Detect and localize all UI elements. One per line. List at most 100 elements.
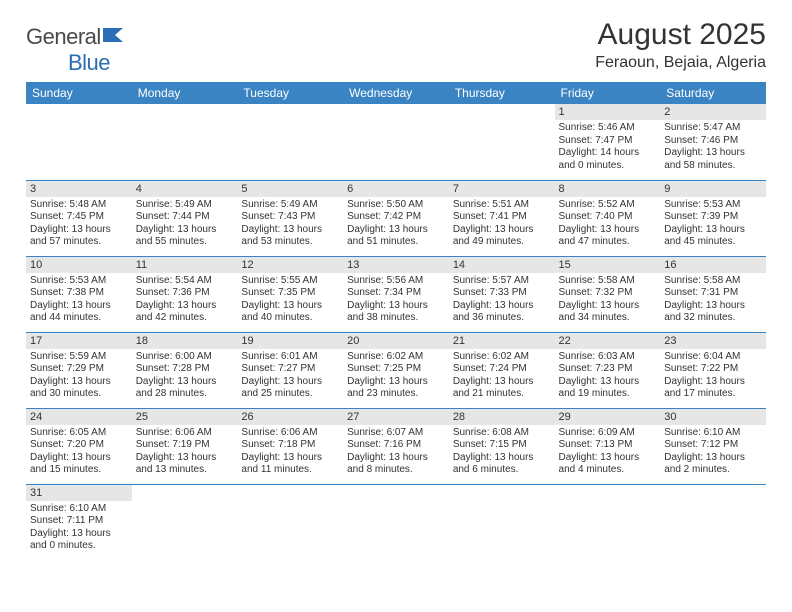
calendar-cell: 17Sunrise: 5:59 AMSunset: 7:29 PMDayligh…	[26, 332, 132, 408]
weekday-header: Tuesday	[237, 82, 343, 104]
day-number: 11	[132, 257, 238, 273]
day-details: Sunrise: 5:52 AMSunset: 7:40 PMDaylight:…	[555, 197, 661, 251]
day-number: 12	[237, 257, 343, 273]
calendar-cell: 12Sunrise: 5:55 AMSunset: 7:35 PMDayligh…	[237, 256, 343, 332]
day-details: Sunrise: 5:55 AMSunset: 7:35 PMDaylight:…	[237, 273, 343, 327]
day-details: Sunrise: 6:08 AMSunset: 7:15 PMDaylight:…	[449, 425, 555, 479]
weekday-header: Friday	[555, 82, 661, 104]
calendar-body: 1Sunrise: 5:46 AMSunset: 7:47 PMDaylight…	[26, 104, 766, 560]
calendar-cell: 3Sunrise: 5:48 AMSunset: 7:45 PMDaylight…	[26, 180, 132, 256]
day-number: 10	[26, 257, 132, 273]
day-number: 1	[555, 104, 661, 120]
calendar-week: 3Sunrise: 5:48 AMSunset: 7:45 PMDaylight…	[26, 180, 766, 256]
day-details: Sunrise: 5:59 AMSunset: 7:29 PMDaylight:…	[26, 349, 132, 403]
day-details: Sunrise: 6:03 AMSunset: 7:23 PMDaylight:…	[555, 349, 661, 403]
day-details: Sunrise: 6:09 AMSunset: 7:13 PMDaylight:…	[555, 425, 661, 479]
calendar-head: SundayMondayTuesdayWednesdayThursdayFrid…	[26, 82, 766, 104]
day-number: 17	[26, 333, 132, 349]
day-details: Sunrise: 5:47 AMSunset: 7:46 PMDaylight:…	[660, 120, 766, 174]
day-details: Sunrise: 6:05 AMSunset: 7:20 PMDaylight:…	[26, 425, 132, 479]
weekday-header: Thursday	[449, 82, 555, 104]
day-details: Sunrise: 6:02 AMSunset: 7:25 PMDaylight:…	[343, 349, 449, 403]
calendar-page: General Blue August 2025 Feraoun, Bejaia…	[0, 0, 792, 570]
day-details: Sunrise: 6:07 AMSunset: 7:16 PMDaylight:…	[343, 425, 449, 479]
day-details: Sunrise: 5:57 AMSunset: 7:33 PMDaylight:…	[449, 273, 555, 327]
calendar-cell: 21Sunrise: 6:02 AMSunset: 7:24 PMDayligh…	[449, 332, 555, 408]
day-number: 18	[132, 333, 238, 349]
day-details: Sunrise: 5:46 AMSunset: 7:47 PMDaylight:…	[555, 120, 661, 174]
title-block: August 2025 Feraoun, Bejaia, Algeria	[595, 18, 766, 72]
day-number: 7	[449, 181, 555, 197]
calendar-cell: 5Sunrise: 5:49 AMSunset: 7:43 PMDaylight…	[237, 180, 343, 256]
calendar-cell	[449, 484, 555, 560]
calendar-cell: 28Sunrise: 6:08 AMSunset: 7:15 PMDayligh…	[449, 408, 555, 484]
day-number: 2	[660, 104, 766, 120]
day-number: 16	[660, 257, 766, 273]
day-details: Sunrise: 6:10 AMSunset: 7:12 PMDaylight:…	[660, 425, 766, 479]
location: Feraoun, Bejaia, Algeria	[595, 54, 766, 72]
day-details: Sunrise: 5:51 AMSunset: 7:41 PMDaylight:…	[449, 197, 555, 251]
calendar-cell	[26, 104, 132, 180]
calendar-cell: 6Sunrise: 5:50 AMSunset: 7:42 PMDaylight…	[343, 180, 449, 256]
weekday-header: Monday	[132, 82, 238, 104]
day-details: Sunrise: 5:49 AMSunset: 7:43 PMDaylight:…	[237, 197, 343, 251]
weekday-header: Wednesday	[343, 82, 449, 104]
day-number: 29	[555, 409, 661, 425]
day-details: Sunrise: 5:54 AMSunset: 7:36 PMDaylight:…	[132, 273, 238, 327]
day-details: Sunrise: 6:04 AMSunset: 7:22 PMDaylight:…	[660, 349, 766, 403]
calendar-cell: 20Sunrise: 6:02 AMSunset: 7:25 PMDayligh…	[343, 332, 449, 408]
calendar-cell	[237, 484, 343, 560]
calendar-cell: 26Sunrise: 6:06 AMSunset: 7:18 PMDayligh…	[237, 408, 343, 484]
day-number: 19	[237, 333, 343, 349]
day-details: Sunrise: 6:06 AMSunset: 7:19 PMDaylight:…	[132, 425, 238, 479]
day-number: 22	[555, 333, 661, 349]
calendar-cell: 27Sunrise: 6:07 AMSunset: 7:16 PMDayligh…	[343, 408, 449, 484]
calendar-cell	[132, 484, 238, 560]
day-number: 25	[132, 409, 238, 425]
header-row: General Blue August 2025 Feraoun, Bejaia…	[26, 18, 766, 76]
day-details: Sunrise: 6:02 AMSunset: 7:24 PMDaylight:…	[449, 349, 555, 403]
calendar-cell	[343, 484, 449, 560]
calendar-cell	[237, 104, 343, 180]
day-details: Sunrise: 5:53 AMSunset: 7:38 PMDaylight:…	[26, 273, 132, 327]
calendar-week: 24Sunrise: 6:05 AMSunset: 7:20 PMDayligh…	[26, 408, 766, 484]
calendar-cell: 4Sunrise: 5:49 AMSunset: 7:44 PMDaylight…	[132, 180, 238, 256]
calendar-cell: 9Sunrise: 5:53 AMSunset: 7:39 PMDaylight…	[660, 180, 766, 256]
day-number: 24	[26, 409, 132, 425]
calendar-cell: 29Sunrise: 6:09 AMSunset: 7:13 PMDayligh…	[555, 408, 661, 484]
logo-word1: General	[26, 24, 101, 49]
day-number: 30	[660, 409, 766, 425]
weekday-header: Sunday	[26, 82, 132, 104]
day-details: Sunrise: 5:53 AMSunset: 7:39 PMDaylight:…	[660, 197, 766, 251]
calendar-cell: 1Sunrise: 5:46 AMSunset: 7:47 PMDaylight…	[555, 104, 661, 180]
day-number: 14	[449, 257, 555, 273]
day-number: 5	[237, 181, 343, 197]
calendar-cell	[555, 484, 661, 560]
calendar-cell: 22Sunrise: 6:03 AMSunset: 7:23 PMDayligh…	[555, 332, 661, 408]
calendar-cell: 24Sunrise: 6:05 AMSunset: 7:20 PMDayligh…	[26, 408, 132, 484]
calendar-cell	[449, 104, 555, 180]
day-number: 23	[660, 333, 766, 349]
day-number: 21	[449, 333, 555, 349]
day-details: Sunrise: 5:49 AMSunset: 7:44 PMDaylight:…	[132, 197, 238, 251]
calendar-table: SundayMondayTuesdayWednesdayThursdayFrid…	[26, 82, 766, 560]
logo-text: General Blue	[26, 24, 129, 76]
flag-icon	[103, 24, 129, 50]
calendar-cell: 10Sunrise: 5:53 AMSunset: 7:38 PMDayligh…	[26, 256, 132, 332]
day-number: 31	[26, 485, 132, 501]
calendar-cell: 16Sunrise: 5:58 AMSunset: 7:31 PMDayligh…	[660, 256, 766, 332]
day-details: Sunrise: 6:10 AMSunset: 7:11 PMDaylight:…	[26, 501, 132, 555]
day-details: Sunrise: 5:50 AMSunset: 7:42 PMDaylight:…	[343, 197, 449, 251]
day-number: 15	[555, 257, 661, 273]
calendar-week: 10Sunrise: 5:53 AMSunset: 7:38 PMDayligh…	[26, 256, 766, 332]
day-number: 27	[343, 409, 449, 425]
calendar-cell: 23Sunrise: 6:04 AMSunset: 7:22 PMDayligh…	[660, 332, 766, 408]
month-title: August 2025	[595, 18, 766, 52]
day-number: 8	[555, 181, 661, 197]
calendar-cell: 18Sunrise: 6:00 AMSunset: 7:28 PMDayligh…	[132, 332, 238, 408]
day-details: Sunrise: 5:48 AMSunset: 7:45 PMDaylight:…	[26, 197, 132, 251]
day-number: 4	[132, 181, 238, 197]
day-details: Sunrise: 5:58 AMSunset: 7:32 PMDaylight:…	[555, 273, 661, 327]
day-details: Sunrise: 5:56 AMSunset: 7:34 PMDaylight:…	[343, 273, 449, 327]
calendar-cell	[343, 104, 449, 180]
